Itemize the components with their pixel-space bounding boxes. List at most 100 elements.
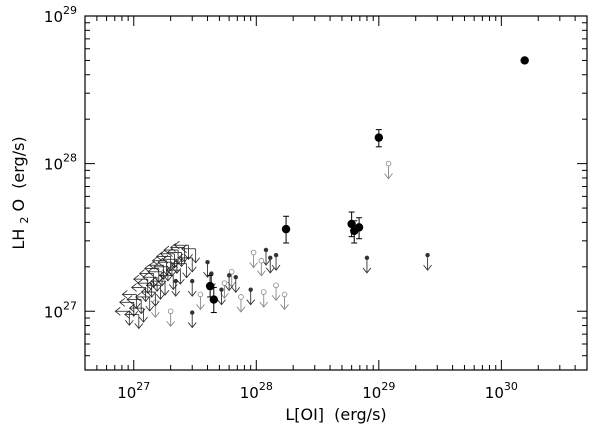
double-limit-left-head xyxy=(135,292,141,302)
upper-limit-open-dot xyxy=(260,289,267,295)
data-marks xyxy=(114,56,529,330)
upper-limit-arrow-head xyxy=(423,264,432,271)
double-limit-down-head xyxy=(152,285,162,292)
double-upper-limit-marker xyxy=(165,265,185,285)
double-limit-left-head xyxy=(171,259,178,268)
double-limit-left-head xyxy=(144,264,151,273)
y-axis-label-main2: O xyxy=(9,199,28,212)
upper-limit-marker xyxy=(271,282,281,301)
y-axis-label-sub: 2 xyxy=(18,217,31,224)
double-limit-left-head xyxy=(162,254,169,264)
upper-limit-open-dot xyxy=(258,257,265,264)
upper-limit-marker xyxy=(265,255,275,274)
double-limit-left-head xyxy=(137,278,143,288)
y-tick-label: 1029 xyxy=(44,4,77,26)
x-tick-exponent: 28 xyxy=(259,380,273,393)
x-tick-base: 10 xyxy=(240,384,259,402)
upper-limit-arrow-head xyxy=(224,285,234,292)
double-limit-down-head xyxy=(156,294,165,300)
double-upper-limit-marker xyxy=(114,306,134,326)
detection-point xyxy=(209,286,218,314)
upper-limit-marker xyxy=(423,252,432,271)
x-tick-label: 1028 xyxy=(240,380,273,402)
upper-limit-arrow-head xyxy=(265,267,275,274)
y-tick-label: 1027 xyxy=(44,299,77,321)
y-tick-base: 10 xyxy=(44,303,63,321)
double-limit-left-head xyxy=(121,290,128,299)
upper-limit-open-dot xyxy=(281,291,288,298)
double-limit-left-head xyxy=(140,287,147,297)
x-tick-label: 1029 xyxy=(362,380,395,402)
upper-limit-marker xyxy=(166,308,175,327)
double-limit-down-head xyxy=(134,323,144,330)
upper-limit-arrow-head xyxy=(259,301,269,308)
double-limit-left-head xyxy=(145,280,152,290)
detection-marker xyxy=(520,56,529,65)
upper-limit-arrow-head xyxy=(187,290,197,297)
double-upper-limit-marker xyxy=(181,244,200,264)
upper-limit-marker xyxy=(280,291,289,311)
double-limit-down-head xyxy=(136,308,146,315)
double-limit-left-head xyxy=(148,260,155,270)
y-tick-base: 10 xyxy=(44,8,63,26)
upper-limit-dot xyxy=(248,287,253,292)
upper-limit-arrow-head xyxy=(257,270,266,277)
upper-limit-marker xyxy=(249,249,258,269)
upper-limit-marker xyxy=(171,278,181,297)
upper-limit-dot xyxy=(219,287,224,292)
upper-limit-open-dot xyxy=(273,282,279,289)
double-limit-down-head xyxy=(182,272,191,279)
double-limit-down-head xyxy=(191,257,200,264)
upper-limit-open-dot xyxy=(197,291,204,298)
upper-limit-arrow-head xyxy=(280,304,289,311)
upper-limit-dot xyxy=(364,255,370,261)
double-upper-limit-marker xyxy=(124,310,144,330)
upper-limit-arrow-head xyxy=(271,264,281,271)
double-upper-limit-marker xyxy=(171,259,191,279)
double-limit-left-head xyxy=(165,265,172,275)
double-limit-left-head xyxy=(124,310,131,319)
double-limit-left-head xyxy=(181,244,187,254)
upper-limit-marker xyxy=(246,287,256,306)
double-limit-left-head xyxy=(157,257,164,267)
axis-ticks xyxy=(84,15,588,371)
detection-marker xyxy=(209,295,218,304)
x-tick-exponent: 30 xyxy=(504,380,518,393)
upper-limit-arrow-head xyxy=(271,294,281,301)
double-limit-left-head xyxy=(159,249,166,259)
upper-limit-open-dot xyxy=(167,308,174,315)
double-limit-left-head xyxy=(158,271,165,280)
detection-point xyxy=(374,129,384,148)
double-limit-down-head xyxy=(151,300,160,307)
double-limit-left-head xyxy=(153,262,160,272)
double-upper-limit-marker xyxy=(140,287,160,307)
upper-limit-marker xyxy=(362,255,372,274)
upper-limit-arrow-head xyxy=(362,267,372,274)
upper-limit-marker xyxy=(217,287,226,306)
upper-limit-dot xyxy=(190,310,195,315)
x-axis-label-main: L[OI] xyxy=(285,405,324,424)
upper-limit-open-dot xyxy=(250,249,257,256)
upper-limit-marker xyxy=(187,310,197,329)
y-tick-label: 1028 xyxy=(44,152,77,174)
double-limit-down-head xyxy=(149,282,158,289)
double-upper-limit-marker xyxy=(142,272,162,292)
upper-limit-marker xyxy=(271,252,281,271)
upper-limit-marker xyxy=(231,275,241,293)
double-upper-limit-marker xyxy=(135,292,155,312)
double-limit-down-head xyxy=(160,289,170,296)
double-limit-left-head xyxy=(166,248,173,257)
x-tick-base: 10 xyxy=(362,384,381,402)
upper-limit-arrow-head xyxy=(236,306,246,313)
double-limit-down-head xyxy=(147,291,156,298)
x-tick-base: 10 xyxy=(117,384,136,402)
detection-marker xyxy=(281,224,291,234)
upper-limit-marker xyxy=(384,160,393,180)
double-upper-limit-marker xyxy=(128,303,148,323)
double-upper-limit-marker xyxy=(177,253,197,273)
double-limit-left-head xyxy=(173,240,180,250)
x-tick-exponent: 29 xyxy=(381,380,395,393)
double-limit-down-head xyxy=(143,287,153,294)
upper-limit-arrow-head xyxy=(231,286,241,293)
